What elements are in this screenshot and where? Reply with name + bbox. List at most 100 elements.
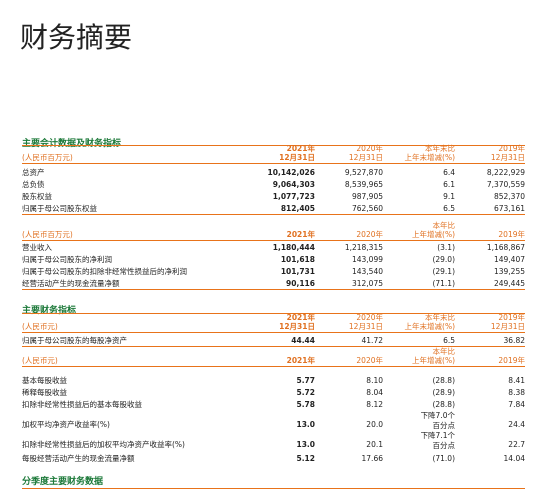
cell: 9,527,870	[344, 168, 383, 177]
cell: 149,407	[493, 255, 525, 264]
row-label: 归属于母公司股东的扣除非经常性损益后的净利润	[22, 267, 187, 276]
column-header: 12月31日	[490, 153, 525, 162]
cell: 5.77	[296, 376, 315, 385]
row-label: 每股经营活动产生的现金流量净额	[22, 454, 135, 463]
column-header: 本年比	[432, 347, 456, 356]
rule	[22, 488, 525, 489]
column-header: 本年末比	[425, 144, 455, 153]
cell: 36.82	[503, 336, 525, 345]
row-label: 稀释每股收益	[22, 388, 67, 397]
cell: 8.38	[508, 388, 525, 397]
column-header: 2019年	[498, 356, 525, 365]
unit-label: (人民币百万元)	[22, 153, 73, 162]
rule	[22, 163, 525, 164]
column-header: 上年末增减(%)	[404, 322, 455, 331]
column-header: 2021年	[286, 230, 315, 239]
cell: 139,255	[493, 267, 525, 276]
cell: 8.12	[366, 400, 383, 409]
cell: (29.1)	[432, 267, 455, 276]
column-header: 12月31日	[279, 153, 315, 162]
cell: 13.0	[296, 440, 315, 449]
column-header: 上年增减(%)	[412, 356, 455, 365]
cell: 8.41	[508, 376, 525, 385]
row-label: 归属于母公司股东的每股净资产	[22, 336, 127, 345]
cell: 6.5	[443, 336, 455, 345]
cell: 90,116	[286, 279, 315, 288]
column-header: 12月31日	[490, 322, 525, 331]
cell: 13.0	[296, 420, 315, 429]
cell: 44.44	[291, 336, 315, 345]
row-label: 归属于母公司股东权益	[22, 204, 97, 213]
row-label: 扣除非经常性损益后的基本每股收益	[22, 400, 142, 409]
section-title: 主要会计数据及财务指标	[22, 139, 122, 149]
cell: 百分点	[432, 441, 456, 450]
cell: 9,064,303	[272, 180, 315, 189]
column-header: 12月31日	[348, 153, 383, 162]
row-label: 营业收入	[22, 243, 52, 252]
cell: (28.9)	[432, 388, 455, 397]
column-header: 12月31日	[279, 322, 315, 331]
cell: 987,905	[351, 192, 383, 201]
cell: 1,180,444	[272, 243, 315, 252]
cell: 5.72	[296, 388, 315, 397]
cell: 6.4	[443, 168, 455, 177]
unit-label: (人民币元)	[22, 356, 58, 365]
cell: (28.8)	[432, 376, 455, 385]
row-label: 总负债	[22, 180, 45, 189]
cell: 17.66	[361, 454, 383, 463]
rule	[22, 346, 525, 347]
cell: 312,075	[351, 279, 383, 288]
rule	[22, 313, 525, 314]
cell: 852,370	[493, 192, 525, 201]
column-header: 2021年	[286, 356, 315, 365]
cell: 下降7.1个	[420, 431, 455, 440]
column-header: 上年末增减(%)	[404, 153, 455, 162]
cell: 8,539,965	[344, 180, 383, 189]
cell: 812,405	[280, 204, 315, 213]
cell: 7.84	[508, 400, 525, 409]
cell: (71.1)	[432, 279, 455, 288]
cell: 下降7.0个	[420, 411, 455, 420]
row-label: 加权平均净资产收益率(%)	[22, 420, 110, 429]
rule	[22, 366, 525, 367]
cell: 9.1	[443, 192, 455, 201]
cell: 7,370,559	[486, 180, 525, 189]
cell: 6.5	[443, 204, 455, 213]
column-header: 2019年	[498, 144, 525, 153]
cell: 41.72	[361, 336, 383, 345]
cell: (3.1)	[437, 243, 455, 252]
cell: 673,161	[493, 204, 525, 213]
cell: 20.0	[366, 420, 383, 429]
row-label: 扣除非经常性损益后的加权平均净资产收益率(%)	[22, 440, 185, 449]
cell: 143,099	[351, 255, 383, 264]
column-header: 2021年	[286, 313, 315, 322]
column-header: 本年末比	[425, 313, 455, 322]
cell: 1,168,867	[486, 243, 525, 252]
cell: 101,731	[280, 267, 315, 276]
cell: 762,560	[351, 204, 383, 213]
rule	[22, 289, 525, 290]
cell: (71.0)	[432, 454, 455, 463]
column-header: 2019年	[498, 230, 525, 239]
column-header: 2020年	[356, 313, 383, 322]
column-header: 上年增减(%)	[412, 230, 455, 239]
cell: 143,540	[351, 267, 383, 276]
row-label: 归属于母公司股东的净利润	[22, 255, 112, 264]
cell: 8.04	[366, 388, 383, 397]
cell: 5.12	[296, 454, 315, 463]
rule	[22, 214, 525, 215]
cell: 6.1	[443, 180, 455, 189]
cell: (29.0)	[432, 255, 455, 264]
cell: 22.7	[508, 440, 525, 449]
cell: 1,077,723	[272, 192, 315, 201]
column-header: 12月31日	[348, 322, 383, 331]
row-label: 股东权益	[22, 192, 52, 201]
page-title: 财务摘要	[20, 21, 133, 54]
cell: 10,142,026	[267, 168, 315, 177]
cell: 8,222,929	[486, 168, 525, 177]
row-label: 经营活动产生的现金流量净额	[22, 279, 120, 288]
column-header: 2020年	[356, 230, 383, 239]
cell: 14.04	[503, 454, 525, 463]
cell: 1,218,315	[344, 243, 383, 252]
